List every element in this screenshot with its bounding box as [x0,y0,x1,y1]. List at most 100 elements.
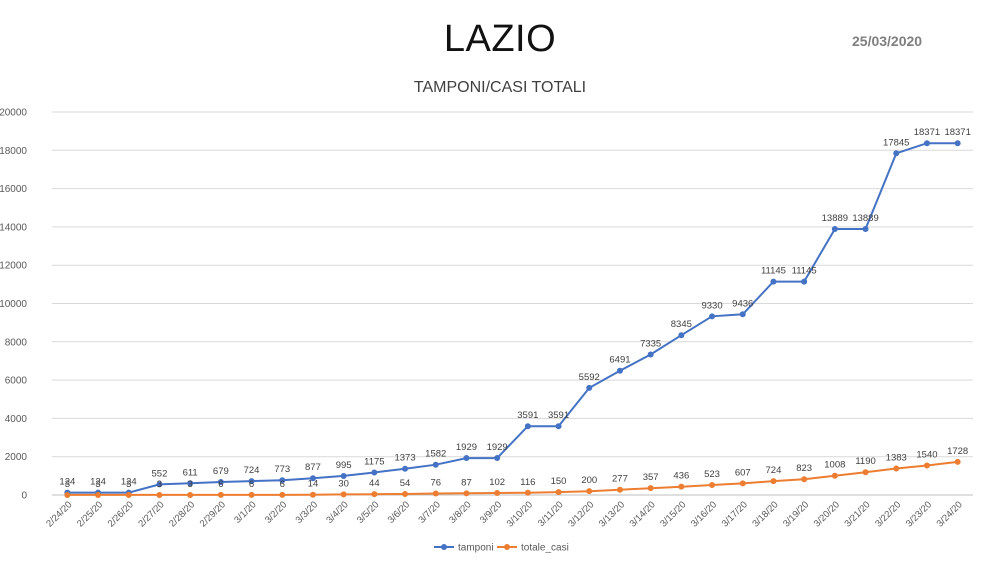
data-label-totale_casi: 116 [520,477,535,488]
x-tick-label: 2/27/20 [136,499,166,529]
data-label-totale_casi: 76 [430,478,441,489]
data-label-tamponi: 13889 [852,213,878,224]
data-label-tamponi: 124 [121,477,137,488]
y-tick-label: 2000 [5,452,28,463]
data-point-tamponi [371,469,378,476]
data-label-tamponi: 18371 [944,127,970,138]
data-label-tamponi: 3591 [517,410,538,421]
data-point-totale_casi [125,491,132,498]
data-label-tamponi: 1929 [487,442,508,453]
report-date: 25/03/2020 [852,33,923,49]
data-point-totale_casi [524,489,531,496]
data-point-totale_casi [616,486,623,493]
x-tick-label: 2/26/20 [106,499,136,529]
data-point-totale_casi [463,490,470,497]
data-point-tamponi [616,367,623,374]
data-point-totale_casi [494,490,501,497]
x-tick-label: 2/29/20 [198,499,228,529]
data-point-totale_casi [801,476,808,483]
y-tick-label: 8000 [5,337,28,348]
data-point-totale_casi [647,485,654,492]
x-tick-label: 3/12/20 [566,499,596,529]
data-point-totale_casi [555,489,562,496]
data-label-totale_casi: 724 [766,465,782,476]
data-label-totale_casi: 1728 [947,446,968,457]
data-label-totale_casi: 87 [461,477,472,488]
x-tick-label: 2/25/20 [75,499,105,529]
x-tick-label: 3/22/20 [873,499,903,529]
data-label-totale_casi: 150 [551,476,567,487]
data-point-totale_casi [64,491,71,498]
y-tick-label: 14000 [0,222,27,233]
data-point-totale_casi [831,472,838,479]
chart-title: TAMPONI/CASI TOTALI [413,79,587,96]
data-point-tamponi [862,226,869,233]
x-tick-label: 3/8/20 [447,499,473,525]
data-label-totale_casi: 44 [369,478,380,489]
data-label-tamponi: 611 [183,467,198,478]
data-label-tamponi: 1175 [364,456,384,467]
data-label-tamponi: 1582 [425,449,446,460]
data-label-tamponi: 773 [274,464,290,475]
data-label-totale_casi: 823 [796,463,812,474]
x-tick-label: 3/13/20 [597,499,627,529]
x-tick-label: 3/18/20 [750,499,780,529]
data-point-tamponi [678,332,685,339]
y-tick-label: 16000 [0,184,27,195]
data-point-totale_casi [770,478,777,485]
data-point-tamponi [279,477,286,484]
data-point-tamponi [801,278,808,285]
y-tick-label: 4000 [5,414,28,425]
data-point-tamponi [432,461,439,468]
data-point-tamponi [923,140,930,147]
data-label-totale_casi: 3 [188,479,193,490]
data-label-totale_casi: 277 [612,474,628,485]
data-point-totale_casi [862,469,869,476]
y-tick-label: 12000 [0,261,27,272]
x-tick-label: 3/24/20 [935,499,965,529]
x-tick-label: 3/5/20 [355,499,381,525]
data-label-totale_casi: 3 [65,479,70,490]
x-tick-label: 3/20/20 [812,499,842,529]
data-point-totale_casi [893,465,900,472]
x-tick-label: 3/15/20 [658,499,688,529]
y-tick-label: 20000 [0,108,27,119]
data-label-totale_casi: 436 [673,471,689,482]
data-label-totale_casi: 6 [218,479,223,490]
data-point-tamponi [463,455,470,462]
data-point-tamponi [647,351,654,358]
data-point-tamponi [770,278,777,285]
data-label-tamponi: 9436 [732,298,753,309]
data-label-tamponi: 3591 [548,410,569,421]
data-point-totale_casi [923,462,930,469]
legend-label-tamponi: tamponi [458,543,494,554]
data-label-totale_casi: 1190 [855,456,875,467]
data-point-totale_casi [371,491,378,498]
data-point-tamponi [709,313,716,320]
data-label-totale_casi: 3 [126,479,131,490]
data-label-tamponi: 124 [59,477,75,488]
chart-main-title: LAZIO [443,18,557,60]
data-label-tamponi: 11145 [792,266,817,277]
data-label-totale_casi: 200 [581,475,597,486]
data-label-tamponi: 11145 [761,266,786,277]
data-point-tamponi [402,465,409,472]
x-tick-label: 3/19/20 [781,499,811,529]
data-point-totale_casi [217,491,224,498]
data-label-tamponi: 5592 [579,372,600,383]
data-point-tamponi [248,478,255,485]
data-point-totale_casi [709,481,716,488]
data-point-totale_casi [432,490,439,497]
x-tick-label: 3/4/20 [324,499,350,525]
x-tick-label: 3/14/20 [628,499,658,529]
data-point-tamponi [739,311,746,318]
x-tick-label: 3/9/20 [478,499,504,525]
data-label-totale_casi: 3 [157,479,162,490]
data-point-tamponi [555,423,562,430]
data-label-tamponi: 124 [90,477,106,488]
series-line-tamponi [67,142,958,494]
x-tick-label: 3/21/20 [842,499,872,529]
data-point-totale_casi [402,490,409,497]
data-label-totale_casi: 14 [308,479,319,490]
x-tick-label: 3/16/20 [689,499,719,529]
